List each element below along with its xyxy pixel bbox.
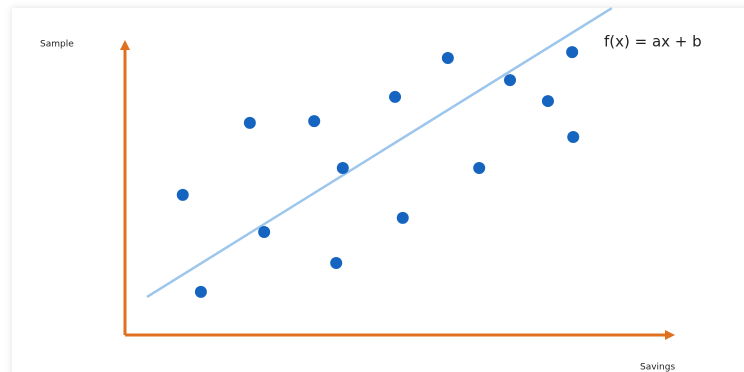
x-axis-arrow bbox=[665, 330, 675, 340]
point bbox=[330, 257, 343, 270]
panel bbox=[12, 8, 744, 372]
point bbox=[243, 116, 256, 129]
point bbox=[396, 211, 409, 224]
point bbox=[336, 162, 349, 175]
regression-line bbox=[146, 7, 613, 299]
point bbox=[176, 188, 189, 201]
point bbox=[308, 115, 321, 128]
point bbox=[194, 285, 207, 298]
line-label: f(x) = ax + b bbox=[604, 33, 702, 51]
point bbox=[389, 90, 402, 103]
point bbox=[504, 74, 516, 87]
point bbox=[473, 162, 486, 175]
y-axis-arrow bbox=[120, 40, 130, 50]
point bbox=[441, 51, 454, 64]
point bbox=[258, 226, 271, 239]
point bbox=[567, 131, 580, 144]
y-axis-label: Sample bbox=[40, 40, 74, 50]
point bbox=[566, 46, 579, 59]
x-axis-label: Savings bbox=[640, 363, 675, 372]
point bbox=[541, 95, 554, 108]
